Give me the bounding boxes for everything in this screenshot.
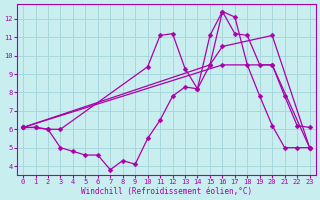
X-axis label: Windchill (Refroidissement éolien,°C): Windchill (Refroidissement éolien,°C) [81,187,252,196]
